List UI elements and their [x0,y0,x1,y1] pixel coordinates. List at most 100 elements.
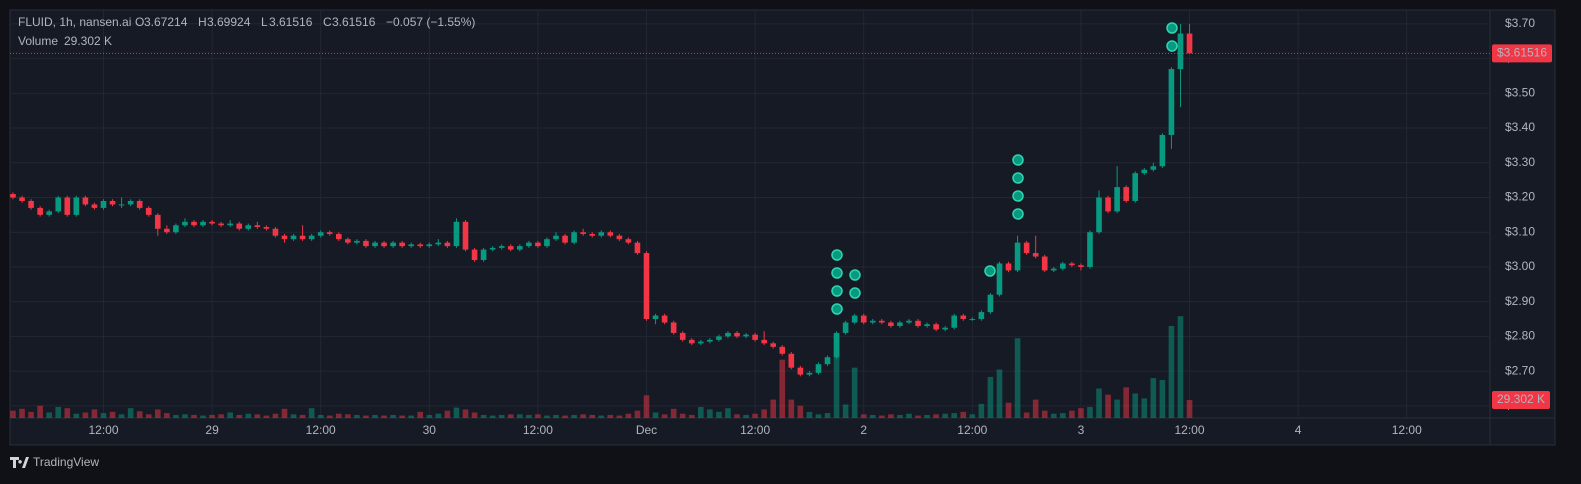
volume-bar [661,414,668,418]
legend: FLUID, 1h, nansen.ai O 3.67214 H 3.69924… [18,15,475,48]
candle-body [507,246,514,250]
candle-body [779,346,786,354]
y-tick-label: $2.70 [1505,363,1535,377]
volume-bars [10,316,1193,418]
volume-bar [308,408,315,418]
signal-marker [1012,172,1024,184]
signal-marker [831,267,843,279]
volume-bar [879,415,885,418]
candle-body [390,242,396,247]
volume-bar [643,395,650,418]
candle-body [173,225,179,233]
volume-bar [245,413,252,418]
volume-bar [118,414,125,418]
candle-body [444,242,451,247]
candle-body [933,324,939,330]
candle-body [64,197,71,215]
candle-body [55,197,62,212]
volume-bar [1177,316,1184,418]
volume-bar [1032,399,1039,418]
signal-marker [849,269,861,281]
candle-body [372,242,378,247]
volume-bar [19,408,25,418]
volume-bar [625,413,632,418]
candle-body [915,320,921,326]
candle-body [770,343,777,347]
candle-body [752,334,758,340]
volume-bar [218,414,224,418]
volume-bar [516,414,523,418]
x-tick-label: 12:00 [1175,423,1205,437]
volume-bar [743,414,749,418]
candle-body [1087,232,1093,267]
volume-bar [462,409,469,418]
candle-body [1132,173,1139,201]
volume-bar [535,414,541,418]
signal-marker [1166,40,1178,52]
candle-body [942,327,948,330]
volume-bar [145,414,152,418]
volume-bar [354,414,360,418]
volume-bar [37,405,43,418]
last-price-label: $3.61516 [1497,46,1547,60]
volume-bar [55,406,62,418]
volume-bar [209,414,215,418]
candle-body [1177,33,1184,70]
candle-body [19,197,25,201]
volume-bar [453,407,460,418]
candle-body [824,357,831,365]
candle-body [725,332,731,337]
volume-bar [1060,413,1066,418]
volume-bar [806,411,813,418]
y-tick-label: $3.10 [1505,224,1535,238]
candle-body [462,221,469,250]
candle-body [227,223,234,226]
volume-bar [915,415,921,418]
volume-bar [571,414,577,418]
candle-body [833,332,840,358]
candle-body [1159,135,1166,167]
candle-body [308,235,315,240]
volume-bar [408,415,415,418]
volume-bar [797,405,804,418]
volume-bar [942,413,948,418]
x-tick-label: 12:00 [740,423,770,437]
volume-bar [734,414,740,418]
volume-bar [200,415,206,418]
candle-body [408,244,415,247]
x-tick-label: 12:00 [88,423,118,437]
candle-body [254,225,261,228]
candle-body [1014,242,1021,271]
grid [10,10,1490,418]
volume-bar [109,411,116,418]
volume-bar [100,413,107,418]
open-value: 3.67214 [144,15,188,29]
volume-bar [815,414,822,418]
candle-body [1050,268,1057,271]
candle-body [1023,242,1030,254]
signal-marker [984,265,996,277]
volume-bar [1159,379,1166,418]
candle-body [797,367,804,375]
candle-body [1123,187,1129,201]
candle-body [272,228,279,236]
candle-body [788,353,795,368]
candle-body [118,204,125,206]
candle-body [1060,263,1066,269]
candle-body [363,240,369,247]
volume-bar [779,359,786,418]
candle-body [906,320,912,323]
volume-bar [996,369,1003,418]
candle-body [317,232,324,236]
volume-bar [1023,412,1030,418]
candle-body [987,294,994,313]
low-label: L [261,15,268,29]
volume-bar [562,415,568,418]
volume-bar [1041,410,1048,418]
candle-body [109,200,116,205]
y-tick-label: $2.80 [1505,329,1535,343]
symbol: FLUID, 1h, nansen.ai [18,15,131,29]
candle-body [1069,263,1075,266]
brand: TradingView [10,455,99,469]
signal-marker [831,303,843,315]
